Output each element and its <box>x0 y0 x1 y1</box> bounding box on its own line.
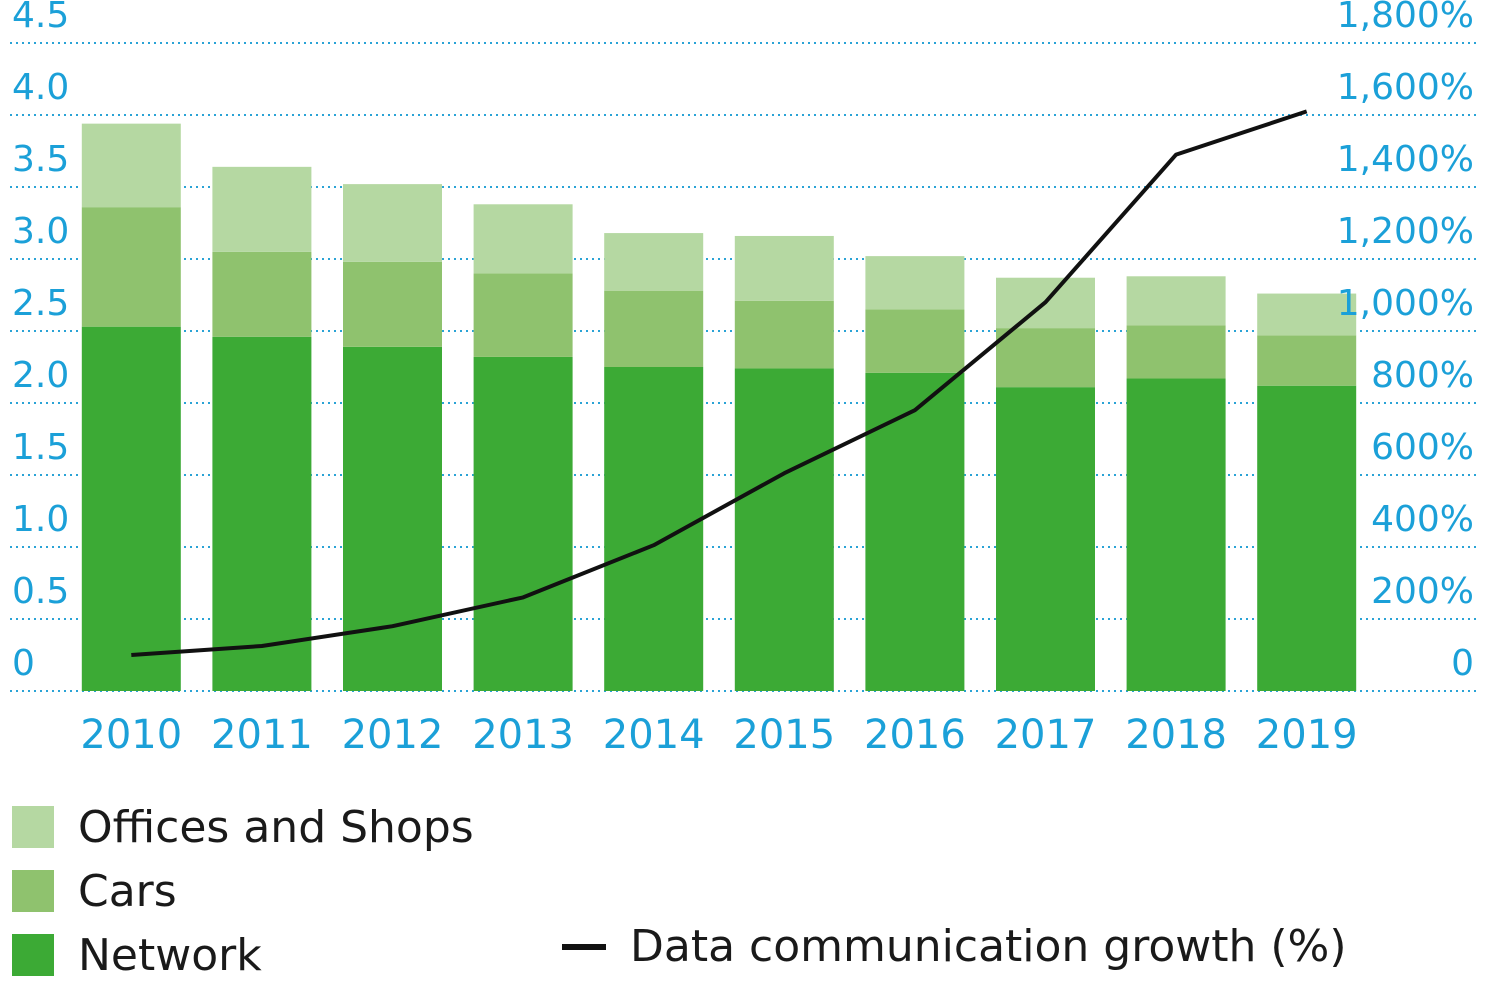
legend-swatch-network <box>12 934 54 976</box>
y-left-tick: 2.5 <box>12 283 69 324</box>
y-left-tick: 1.5 <box>12 427 69 468</box>
legend: Offices and Shops Cars Network <box>12 795 474 987</box>
bar-network-2010 <box>81 326 181 691</box>
y-left-tick: 4.0 <box>12 67 69 108</box>
bar-cars-2011 <box>212 251 312 337</box>
bar-offices-and-shops-2010 <box>81 123 181 208</box>
bar-network-2019 <box>1257 385 1357 691</box>
y-right-tick: 1,200% <box>1337 211 1474 252</box>
bar-offices-and-shops-2018 <box>1126 276 1226 326</box>
y-left-tick: 2.0 <box>12 355 69 396</box>
bar-offices-and-shops-2011 <box>212 166 312 252</box>
bar-offices-and-shops-2012 <box>343 184 442 262</box>
y-left-tick: 3.5 <box>12 139 69 180</box>
x-tick-2014: 2014 <box>603 712 705 758</box>
y-axis-left: 0 0.5 1.0 1.5 2.0 2.5 3.0 3.5 4.0 4.5 <box>12 0 69 684</box>
legend-item-offices: Offices and Shops <box>12 795 474 859</box>
bar-network-2014 <box>604 367 704 691</box>
bar-offices-and-shops-2016 <box>865 256 965 310</box>
x-tick-2015: 2015 <box>733 712 835 758</box>
y-right-tick: 1,800% <box>1337 0 1474 36</box>
bar-network-2013 <box>473 356 573 691</box>
bar-offices-and-shops-2013 <box>473 204 573 274</box>
bar-cars-2017 <box>996 328 1095 388</box>
y-axis-right: 0 200% 400% 600% 800% 1,000% 1,200% 1,400% 1,600… <box>1337 0 1474 684</box>
x-tick-2013: 2013 <box>472 712 574 758</box>
legend-swatch-cars <box>12 870 54 912</box>
bar-network-2017 <box>996 387 1095 691</box>
bar-network-2012 <box>343 346 442 691</box>
bar-cars-2018 <box>1126 325 1226 379</box>
bar-network-2011 <box>212 336 312 691</box>
y-right-tick: 200% <box>1371 571 1474 612</box>
bar-cars-2015 <box>734 300 834 369</box>
legend-label-growth: Data communication growth (%) <box>630 921 1347 972</box>
bar-offices-and-shops-2019 <box>1257 293 1357 336</box>
x-axis: 2010 2011 2012 2013 2014 2015 2016 2017 2018 2019 <box>80 712 1357 758</box>
legend-line-swatch <box>562 943 606 950</box>
y-right-tick: 600% <box>1371 427 1474 468</box>
bar-cars-2019 <box>1257 335 1357 386</box>
x-tick-2011: 2011 <box>211 712 313 758</box>
y-left-tick: 0 <box>12 643 35 684</box>
bar-cars-2012 <box>343 261 442 347</box>
y-left-tick: 3.0 <box>12 211 69 252</box>
x-tick-2016: 2016 <box>864 712 966 758</box>
y-right-tick: 0 <box>1451 643 1474 684</box>
x-tick-2010: 2010 <box>80 712 182 758</box>
legend-label-cars: Cars <box>78 865 177 917</box>
y-left-tick: 1.0 <box>12 499 69 540</box>
y-right-tick: 400% <box>1371 499 1474 540</box>
bars <box>81 123 1357 691</box>
x-tick-2018: 2018 <box>1125 712 1227 758</box>
y-left-tick: 0.5 <box>12 571 69 612</box>
bar-offices-and-shops-2015 <box>734 235 834 301</box>
legend-swatch-offices <box>12 806 54 848</box>
legend-item-network: Network <box>12 923 474 987</box>
bar-cars-2014 <box>604 290 704 367</box>
y-left-tick: 4.5 <box>12 0 69 36</box>
y-right-tick: 1,600% <box>1337 67 1474 108</box>
x-tick-2012: 2012 <box>342 712 444 758</box>
bar-offices-and-shops-2014 <box>604 233 704 291</box>
y-right-tick: 1,000% <box>1337 283 1474 324</box>
legend-label-offices: Offices and Shops <box>78 801 474 853</box>
legend-item-growth: Data communication growth (%) <box>562 921 1347 972</box>
x-tick-2019: 2019 <box>1256 712 1358 758</box>
legend-label-network: Network <box>78 929 262 981</box>
bar-cars-2010 <box>81 207 181 327</box>
y-right-tick: 800% <box>1371 355 1474 396</box>
bar-network-2018 <box>1126 378 1226 691</box>
bar-cars-2013 <box>473 273 573 357</box>
growth-line <box>131 109 1308 657</box>
y-right-tick: 1,400% <box>1337 139 1474 180</box>
bar-network-2015 <box>734 368 834 691</box>
legend-item-cars: Cars <box>12 859 474 923</box>
x-tick-2017: 2017 <box>995 712 1097 758</box>
bar-network-2016 <box>865 372 965 691</box>
bar-cars-2016 <box>865 309 965 373</box>
